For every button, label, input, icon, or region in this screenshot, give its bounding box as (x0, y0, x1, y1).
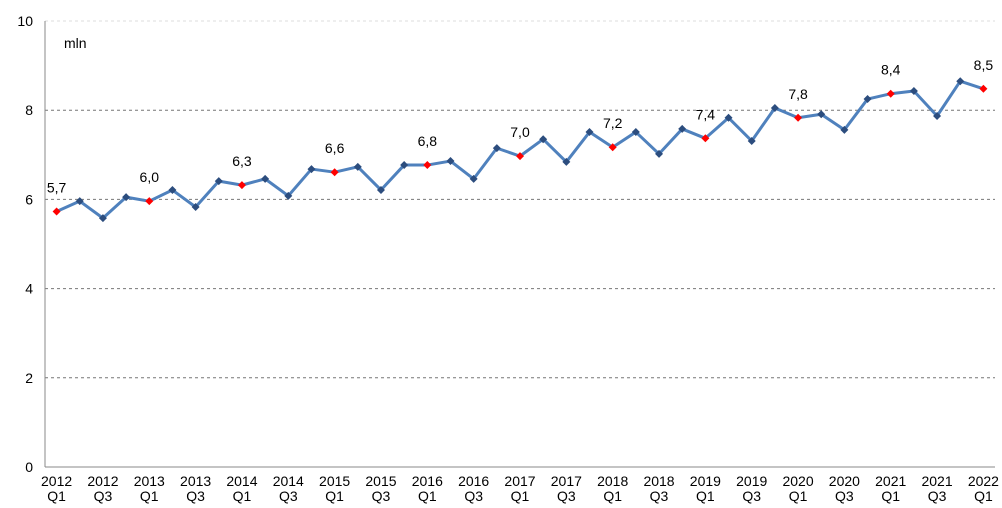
x-tick-label: 2012 Q1 (41, 473, 72, 504)
data-point (261, 174, 270, 183)
data-point (747, 136, 756, 145)
data-point (516, 152, 524, 161)
data-point (353, 162, 362, 171)
data-point (979, 84, 988, 93)
data-point (469, 174, 478, 183)
data-point (52, 207, 61, 216)
data-point (933, 111, 942, 120)
data-point (701, 134, 710, 143)
data-point (770, 103, 779, 112)
data-point (539, 135, 548, 144)
data-point (562, 157, 571, 166)
x-tick-label: 2014 Q1 (226, 473, 257, 504)
data-point (585, 128, 594, 137)
data-point (423, 161, 432, 170)
data-point (492, 144, 501, 153)
x-tick-label: 2014 Q3 (273, 473, 304, 504)
data-label: 7,0 (510, 124, 530, 140)
x-tick-label: 2013 Q3 (180, 473, 211, 504)
data-point (886, 89, 895, 98)
x-tick-label: 2021 Q3 (921, 473, 952, 504)
data-label: 6,0 (140, 169, 160, 185)
data-point (817, 110, 826, 119)
data-point (168, 186, 177, 195)
data-point (98, 214, 107, 223)
y-tick-label: 4 (25, 281, 33, 297)
y-tick-label: 8 (25, 102, 33, 118)
data-label: 7,4 (696, 106, 716, 122)
x-tick-label: 2018 Q1 (597, 473, 628, 504)
x-tick-label: 2016 Q3 (458, 473, 489, 504)
data-point (145, 197, 154, 206)
data-point (284, 191, 293, 200)
data-label: 6,8 (418, 133, 438, 149)
data-point (840, 125, 849, 134)
data-label: 5,7 (47, 179, 67, 195)
x-tick-label: 2015 Q3 (365, 473, 396, 504)
data-point (724, 113, 733, 122)
y-tick-label: 0 (25, 459, 33, 475)
x-tick-label: 2012 Q3 (87, 473, 118, 504)
data-label: 8,4 (881, 62, 901, 78)
x-tick-label: 2022 Q1 (968, 473, 999, 504)
unit-annotation: mln (64, 35, 87, 51)
data-point (794, 113, 803, 122)
data-point (446, 157, 455, 166)
data-point (863, 95, 872, 104)
data-point (631, 128, 640, 137)
data-label: 6,6 (325, 140, 345, 156)
x-tick-label: 2018 Q3 (643, 473, 674, 504)
data-point (956, 77, 965, 86)
data-point (214, 177, 223, 186)
x-tick-label: 2020 Q1 (782, 473, 813, 504)
data-point (678, 124, 687, 133)
data-point (307, 165, 316, 174)
data-label: 7,2 (603, 115, 623, 131)
data-label: 8,5 (974, 57, 994, 73)
y-tick-label: 10 (17, 13, 33, 29)
x-tick-label: 2016 Q1 (412, 473, 443, 504)
data-point (191, 202, 200, 211)
x-tick-label: 2017 Q3 (551, 473, 582, 504)
x-tick-label: 2021 Q1 (875, 473, 906, 504)
x-tick-label: 2019 Q1 (690, 473, 721, 504)
x-tick-label: 2020 Q3 (829, 473, 860, 504)
data-point (655, 149, 664, 158)
y-tick-label: 6 (25, 191, 33, 207)
data-label: 6,3 (232, 153, 252, 169)
data-point (376, 186, 385, 195)
data-line (55, 79, 984, 220)
data-point (909, 87, 918, 96)
y-tick-label: 2 (25, 370, 33, 386)
x-tick-label: 2017 Q1 (504, 473, 535, 504)
data-label: 7,8 (788, 86, 808, 102)
data-point (608, 143, 617, 152)
data-point (122, 193, 131, 202)
x-tick-label: 2019 Q3 (736, 473, 767, 504)
x-tick-label: 2015 Q1 (319, 473, 350, 504)
data-point (75, 197, 84, 206)
data-point (237, 181, 246, 190)
data-point (400, 161, 409, 170)
x-tick-label: 2013 Q1 (134, 473, 165, 504)
data-point (330, 168, 339, 177)
